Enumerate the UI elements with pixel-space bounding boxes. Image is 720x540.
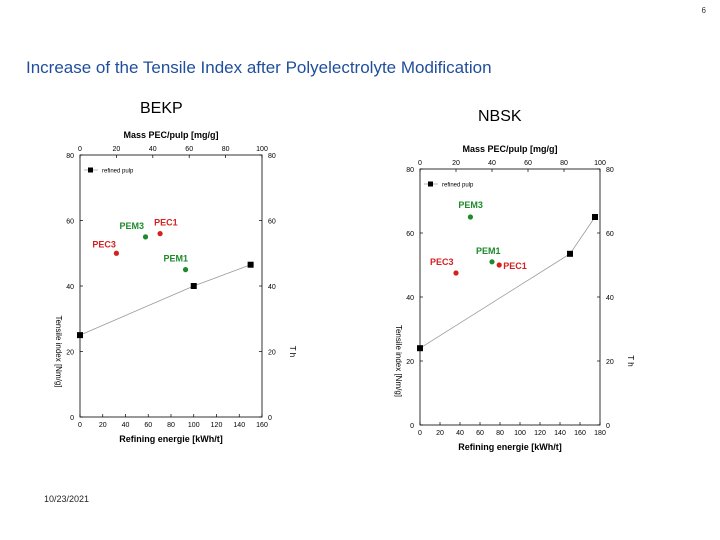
right-tick-label: 60 (606, 231, 614, 238)
label-pem3: PEM3 (458, 200, 483, 210)
bottom-tick-label: 0 (418, 430, 422, 437)
point-pec1 (157, 231, 163, 237)
refined-pulp-point (567, 250, 573, 257)
refined-pulp-point (190, 283, 197, 289)
top-tick-label: 20 (113, 146, 121, 153)
bottom-tick-label: 40 (456, 430, 464, 437)
left-tick-label: 80 (406, 167, 414, 174)
bottom-tick-label: 60 (144, 422, 152, 429)
bottom-tick-label: 140 (554, 430, 566, 437)
top-tick-label: 40 (488, 160, 496, 167)
label-pec3: PEC3 (92, 239, 116, 249)
label-pec1: PEC1 (503, 261, 527, 271)
slide-title: Increase of the Tensile Index after Poly… (26, 58, 492, 77)
top-tick-label: 40 (149, 146, 157, 153)
top-tick-label: 80 (560, 160, 568, 167)
left-axis-label: Tensile index [Nm/g] (54, 315, 63, 387)
refined-pulp-line (419, 216, 596, 349)
refined-pulp-point (592, 214, 598, 220)
bottom-tick-label: 20 (99, 422, 107, 429)
label-pem3: PEM3 (120, 221, 145, 231)
point-pem3 (467, 214, 473, 220)
legend-marker (88, 167, 93, 173)
right-tick-label: 0 (606, 423, 610, 430)
point-pem1 (489, 259, 495, 265)
top-tick-label: 60 (524, 160, 532, 167)
left-tick-label: 40 (66, 284, 74, 291)
label-pec3: PEC3 (430, 257, 454, 267)
chart-title-nbsk: NBSK (478, 108, 522, 125)
plot-frame (79, 154, 263, 418)
bottom-tick-label: 40 (122, 422, 130, 429)
left-tick-label: 40 (406, 295, 414, 302)
page-number: 6 (701, 6, 706, 15)
right-tick-label: 20 (268, 350, 276, 357)
bottom-tick-label: 80 (496, 430, 504, 437)
label-pem1: PEM1 (164, 254, 189, 264)
chart-title-bekp: BEKP (140, 100, 183, 117)
legend-label: refined pulp (102, 169, 134, 175)
right-tick-label: 80 (606, 167, 614, 174)
left-tick-label: 0 (410, 423, 414, 430)
refined-pulp-point (77, 332, 83, 339)
bottom-tick-label: 120 (211, 422, 223, 429)
right-tick-label: 60 (268, 219, 276, 226)
refined-pulp-point (417, 345, 423, 352)
bottom-tick-label: 140 (233, 422, 245, 429)
top-tick-label: 0 (418, 160, 422, 167)
left-axis-label: Tensile index [Nm/g] (394, 325, 403, 397)
left-tick-label: 0 (70, 415, 74, 422)
top-tick-label: 60 (185, 146, 193, 153)
point-pec3 (113, 250, 119, 256)
left-tick-label: 20 (406, 359, 414, 366)
refined-pulp-point (247, 261, 254, 268)
right-tick-label: 40 (268, 284, 276, 291)
top-tick-label: 20 (452, 160, 460, 167)
point-pem1 (182, 267, 189, 273)
bottom-tick-label: 0 (78, 422, 82, 429)
top-tick-label: 80 (222, 146, 230, 153)
bottom-tick-label: 120 (534, 430, 546, 437)
point-pec1 (496, 262, 502, 268)
right-tick-label: 0 (268, 415, 272, 422)
label-pem1: PEM1 (476, 246, 501, 256)
bottom-axis-label: Refining energie [kWh/t] (119, 434, 223, 444)
top-axis-label: Mass PEC/pulp [mg/g] (462, 144, 557, 154)
top-axis-label: Mass PEC/pulp [mg/g] (123, 130, 218, 140)
plot-frame (419, 168, 601, 426)
legend-label: refined pulp (442, 183, 474, 189)
slide-date: 10/23/2021 (44, 494, 90, 504)
right-tick-label: 80 (268, 153, 276, 160)
point-pem3 (142, 234, 149, 240)
legend-marker (428, 181, 433, 187)
right-tick-label: 20 (606, 359, 614, 366)
left-tick-label: 60 (66, 219, 74, 226)
left-tick-label: 20 (66, 350, 74, 357)
label-pec1: PEC1 (154, 218, 178, 228)
bottom-tick-label: 160 (256, 422, 268, 429)
bottom-tick-label: 60 (476, 430, 484, 437)
bottom-tick-label: 180 (594, 430, 606, 437)
right-axis-label: T h (288, 346, 297, 357)
top-tick-label: 100 (594, 160, 606, 167)
bottom-tick-label: 80 (167, 422, 175, 429)
left-tick-label: 80 (66, 153, 74, 160)
left-tick-label: 60 (406, 231, 414, 238)
right-axis-label: T h (626, 355, 635, 366)
top-tick-label: 100 (256, 146, 268, 153)
right-tick-label: 40 (606, 295, 614, 302)
top-tick-label: 0 (78, 146, 82, 153)
bottom-tick-label: 100 (514, 430, 526, 437)
bottom-tick-label: 100 (188, 422, 200, 429)
bottom-tick-label: 20 (436, 430, 444, 437)
point-pec3 (453, 270, 459, 276)
refined-pulp-line (79, 264, 251, 336)
bottom-tick-label: 160 (574, 430, 586, 437)
bottom-axis-label: Refining energie [kWh/t] (458, 442, 562, 452)
